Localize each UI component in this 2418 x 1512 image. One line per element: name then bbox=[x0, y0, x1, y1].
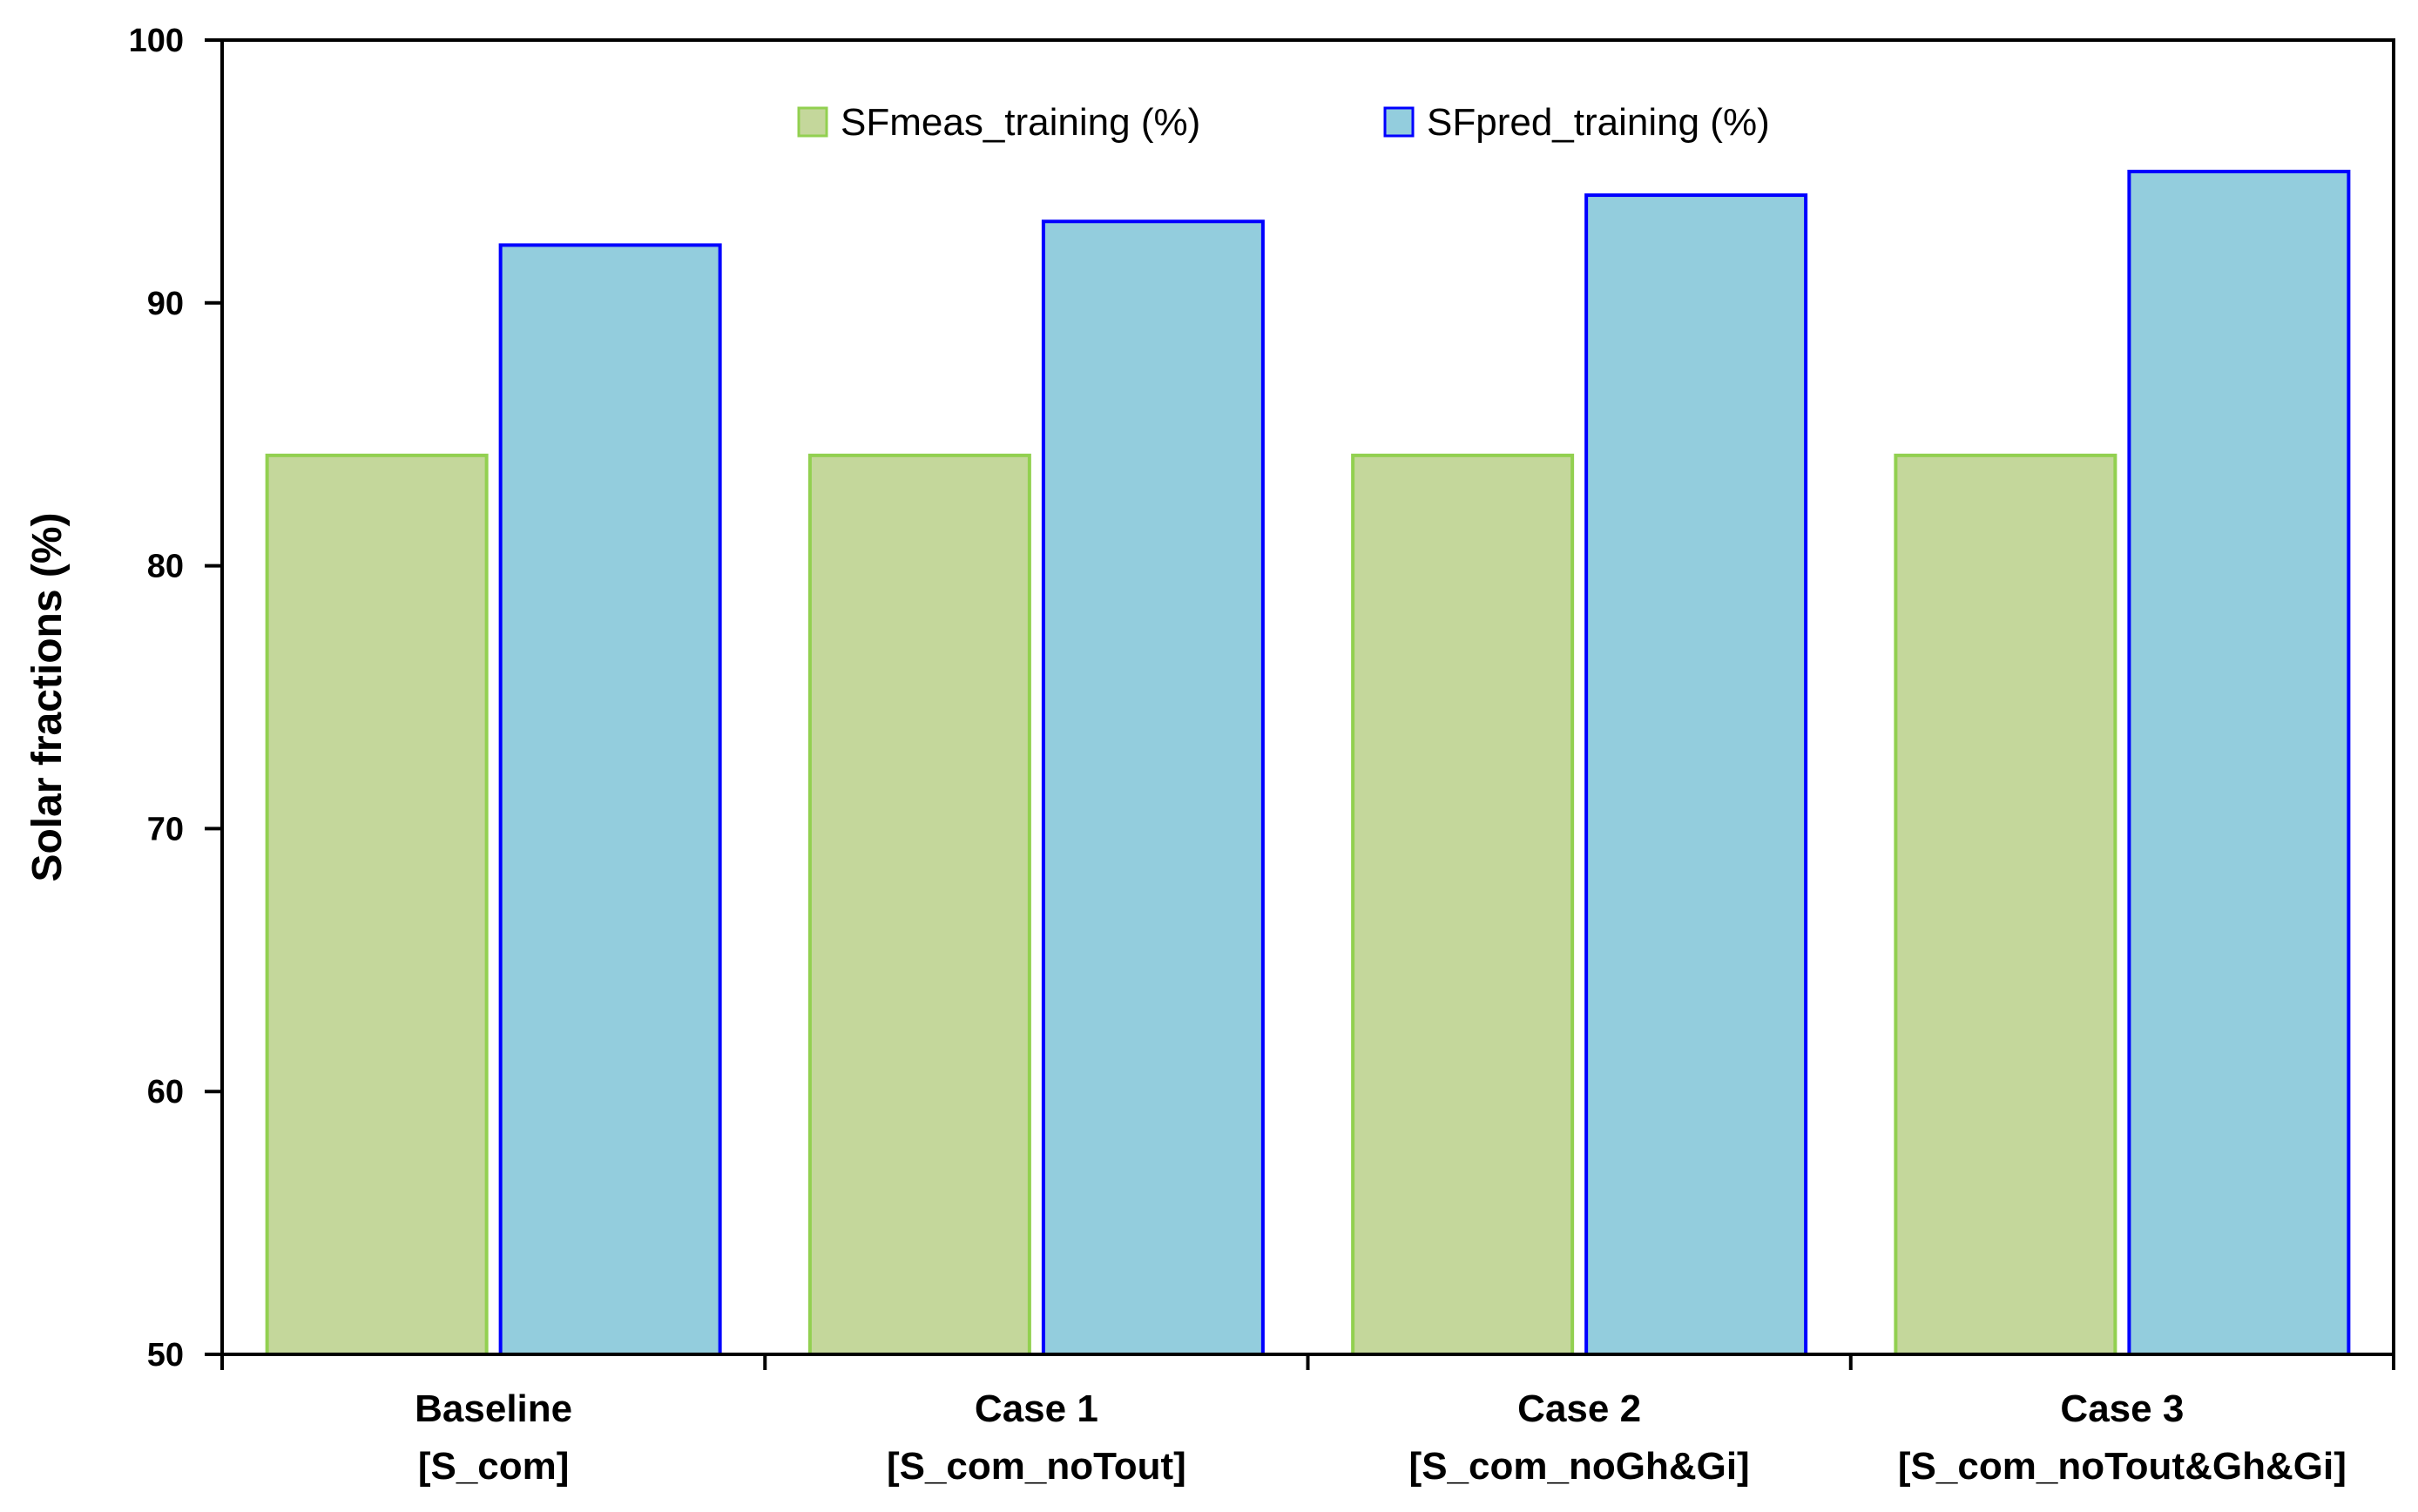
bar-sfpred-2 bbox=[1041, 219, 1265, 1357]
y-tick-label: 60 bbox=[147, 1074, 184, 1110]
bars-layer bbox=[265, 169, 2351, 1357]
bar-sfmeas-2 bbox=[807, 453, 1031, 1356]
bar-sfmeas-3 bbox=[1351, 453, 1575, 1356]
x-category-sublabel: [S_com_noGh&Gi] bbox=[1409, 1445, 1750, 1488]
legend-label-sfmeas: SFmeas_training (%) bbox=[841, 101, 1200, 144]
y-tick-label: 90 bbox=[147, 286, 184, 322]
legend-swatch-sfmeas bbox=[797, 106, 828, 138]
y-tick-label: 70 bbox=[147, 811, 184, 847]
y-axis-title: Solar fractions (%) bbox=[24, 512, 71, 881]
x-category-label: Case 1 bbox=[975, 1387, 1098, 1430]
bar-sfpred-1 bbox=[498, 243, 722, 1356]
x-category-label: Case 2 bbox=[1517, 1387, 1641, 1430]
legend-label-sfpred: SFpred_training (%) bbox=[1427, 101, 1770, 144]
bar-sfpred-4 bbox=[2127, 169, 2351, 1356]
legend-swatch-sfpred bbox=[1383, 106, 1415, 138]
bar-sfpred-3 bbox=[1584, 193, 1808, 1356]
x-category-label: Case 3 bbox=[2060, 1387, 2184, 1430]
x-category-sublabel: [S_com_noTout&Gh&Gi] bbox=[1898, 1445, 2347, 1488]
x-category-label: Baseline bbox=[415, 1387, 572, 1430]
x-category-sublabel: [S_com_noTout] bbox=[887, 1445, 1186, 1488]
x-category-sublabel: [S_com] bbox=[418, 1445, 570, 1488]
bar-sfmeas-1 bbox=[265, 453, 489, 1356]
axes-layer bbox=[205, 38, 2395, 1370]
y-tick-label: 50 bbox=[147, 1337, 184, 1374]
y-tick-label: 80 bbox=[147, 549, 184, 585]
labels-layer: 50 60 70 80 90 100 Baseline [S_com] Case 1 [S_com… bbox=[24, 23, 2347, 1488]
legend: SFmeas_training (%) SFpred_training (%) bbox=[797, 101, 1770, 144]
y-tick-label: 100 bbox=[129, 23, 184, 59]
bar-sfmeas-4 bbox=[1894, 453, 2117, 1356]
